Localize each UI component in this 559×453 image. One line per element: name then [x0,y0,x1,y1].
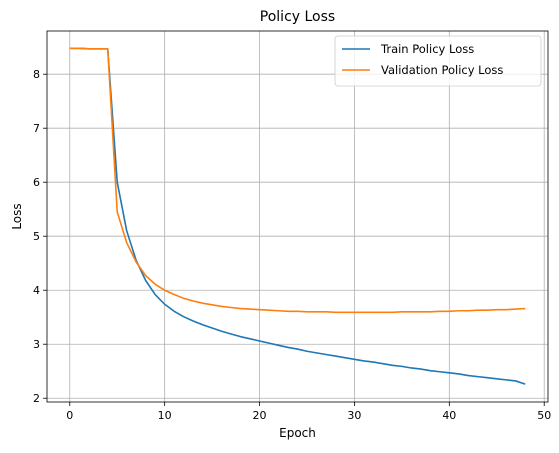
axis-ticks: 0 10 20 30 40 50 2 3 4 5 6 7 8 [33,68,551,422]
x-tick-label: 0 [66,409,73,422]
series-lines [69,47,526,385]
x-axis-label: Epoch [279,426,316,440]
plot-frame [46,30,549,403]
series-line-0 [69,47,526,385]
x-tick-label: 40 [442,409,456,422]
y-axis-label: Loss [10,203,24,229]
y-tick-label: 3 [33,338,40,351]
x-tick-label: 10 [158,409,172,422]
y-tick-label: 2 [33,392,40,405]
legend-label-1: Validation Policy Loss [381,63,503,77]
y-tick-label: 7 [33,122,40,135]
x-tick-label: 50 [537,409,551,422]
y-tick-label: 5 [33,230,40,243]
series-line-1 [69,47,526,314]
legend: Train Policy Loss Validation Policy Loss [334,35,542,87]
legend-label-0: Train Policy Loss [380,42,474,56]
chart-title: Policy Loss [260,9,335,25]
grid-lines [47,31,548,402]
x-tick-label: 20 [253,409,267,422]
y-tick-label: 8 [33,68,40,81]
y-tick-label: 4 [33,284,40,297]
legend-box [334,35,542,87]
x-tick-label: 30 [347,409,361,422]
y-tick-label: 6 [33,176,40,189]
